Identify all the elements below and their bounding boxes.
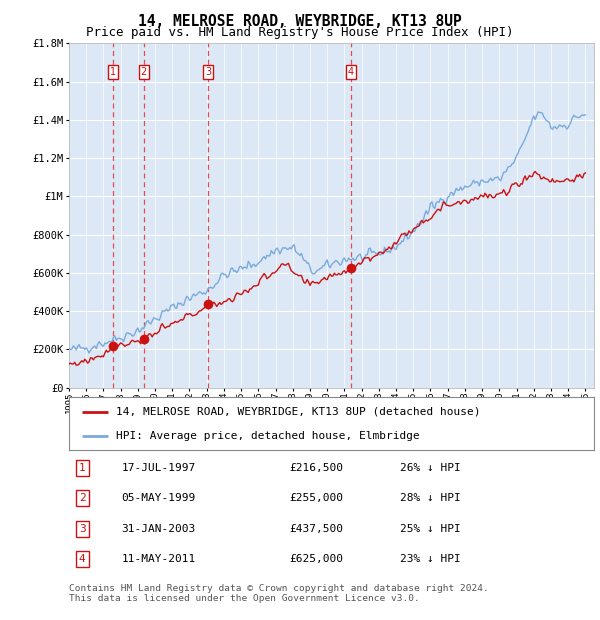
Text: 25% ↓ HPI: 25% ↓ HPI — [400, 524, 461, 534]
Text: Price paid vs. HM Land Registry's House Price Index (HPI): Price paid vs. HM Land Registry's House … — [86, 26, 514, 39]
Text: 05-MAY-1999: 05-MAY-1999 — [121, 494, 196, 503]
Text: £216,500: £216,500 — [290, 463, 343, 473]
Text: £625,000: £625,000 — [290, 554, 343, 564]
Text: 26% ↓ HPI: 26% ↓ HPI — [400, 463, 461, 473]
Text: 17-JUL-1997: 17-JUL-1997 — [121, 463, 196, 473]
Text: £255,000: £255,000 — [290, 494, 343, 503]
Text: £437,500: £437,500 — [290, 524, 343, 534]
Text: 11-MAY-2011: 11-MAY-2011 — [121, 554, 196, 564]
Text: 31-JAN-2003: 31-JAN-2003 — [121, 524, 196, 534]
Text: 28% ↓ HPI: 28% ↓ HPI — [400, 494, 461, 503]
Text: Contains HM Land Registry data © Crown copyright and database right 2024.
This d: Contains HM Land Registry data © Crown c… — [69, 584, 489, 603]
Text: 4: 4 — [347, 67, 353, 77]
Text: 3: 3 — [205, 67, 211, 77]
Text: 4: 4 — [79, 554, 86, 564]
Text: HPI: Average price, detached house, Elmbridge: HPI: Average price, detached house, Elmb… — [116, 432, 420, 441]
Text: 2: 2 — [140, 67, 147, 77]
Text: 14, MELROSE ROAD, WEYBRIDGE, KT13 8UP (detached house): 14, MELROSE ROAD, WEYBRIDGE, KT13 8UP (d… — [116, 407, 481, 417]
Text: 14, MELROSE ROAD, WEYBRIDGE, KT13 8UP: 14, MELROSE ROAD, WEYBRIDGE, KT13 8UP — [138, 14, 462, 29]
Text: 3: 3 — [79, 524, 86, 534]
Text: 23% ↓ HPI: 23% ↓ HPI — [400, 554, 461, 564]
Text: 2: 2 — [79, 494, 86, 503]
Text: 1: 1 — [79, 463, 86, 473]
Text: 1: 1 — [110, 67, 116, 77]
